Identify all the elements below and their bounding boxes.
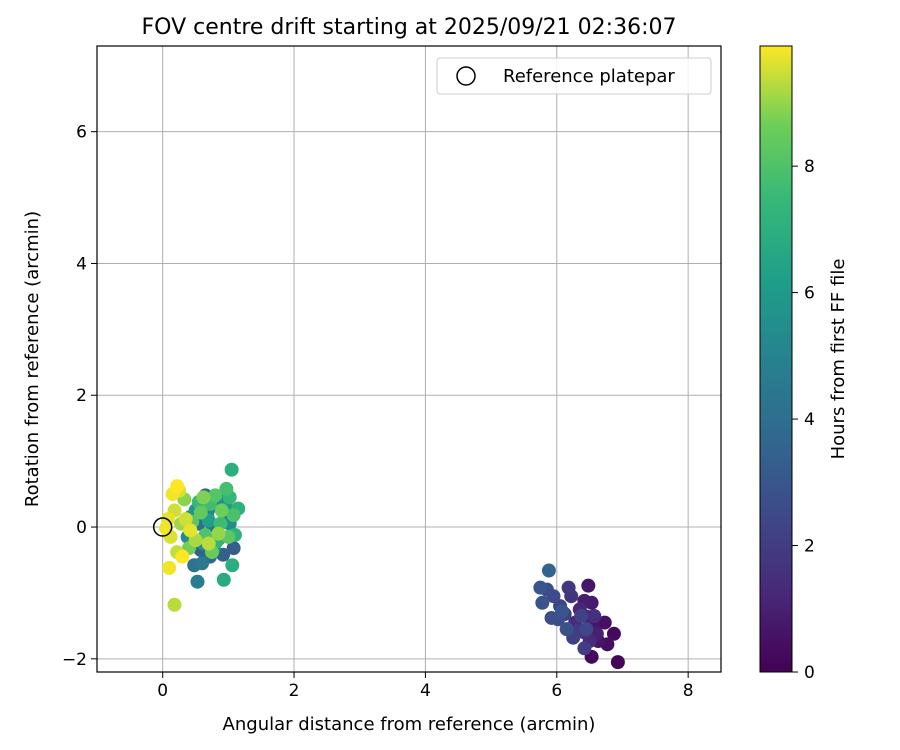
colorbar-tick-label: 0 — [804, 663, 815, 683]
data-point — [606, 626, 621, 641]
colorbar-label: Hours from first FF file — [828, 259, 849, 460]
data-point — [162, 560, 177, 575]
data-point — [581, 578, 596, 593]
legend-marker-icon — [456, 66, 476, 86]
chart-title: FOV centre drift starting at 2025/09/21 … — [142, 15, 677, 40]
x-tick-label: 6 — [551, 681, 562, 701]
y-tick-label: −2 — [62, 650, 87, 670]
data-point — [597, 615, 612, 630]
data-point — [544, 610, 559, 625]
y-tick-label: 6 — [76, 123, 87, 143]
data-point — [178, 512, 193, 527]
data-point — [211, 526, 226, 541]
data-point — [167, 597, 182, 612]
data-point — [190, 574, 205, 589]
data-point — [535, 595, 550, 610]
colorbar-tick-label: 6 — [804, 284, 815, 304]
y-axis-label: Rotation from reference (arcmin) — [22, 211, 43, 507]
data-point — [561, 580, 576, 595]
legend-box — [436, 57, 712, 95]
data-point — [226, 541, 241, 556]
data-point — [224, 462, 239, 477]
data-point — [183, 523, 198, 538]
colorbar-ticks: 0 2 4 6 8 — [792, 157, 815, 683]
reference-platepar-marker — [152, 517, 173, 537]
data-point — [225, 558, 240, 573]
legend-entry-reference-platepar: Reference platepar — [503, 66, 675, 87]
data-point — [226, 508, 241, 523]
data-points — [152, 462, 625, 670]
data-point — [587, 608, 602, 623]
data-point — [577, 641, 592, 656]
legend: Reference platepar — [436, 57, 712, 95]
data-point — [208, 488, 223, 503]
x-axis-label: Angular distance from reference (arcmin) — [223, 714, 596, 735]
data-point — [196, 490, 211, 505]
data-point — [193, 505, 208, 520]
x-tick-label: 4 — [420, 681, 431, 701]
x-tick-label: 2 — [289, 681, 300, 701]
data-point — [201, 536, 216, 551]
colorbar-gradient — [759, 45, 793, 673]
grid — [97, 46, 721, 672]
data-point — [214, 503, 229, 518]
data-point — [574, 608, 589, 623]
x-tick-label: 0 — [157, 681, 168, 701]
data-point — [541, 563, 556, 578]
y-tick-label: 0 — [76, 518, 87, 538]
data-point — [216, 572, 231, 587]
data-point — [533, 580, 548, 595]
y-tick-label: 2 — [76, 386, 87, 406]
data-point — [579, 622, 594, 637]
plot-frame — [96, 45, 722, 673]
colorbar-tick-label: 2 — [804, 537, 815, 557]
data-point — [175, 549, 190, 564]
data-point — [195, 556, 210, 571]
data-point — [559, 622, 574, 637]
colorbar: 0 2 4 6 8 Hours from first FF file — [759, 45, 849, 683]
colorbar-tick-label: 8 — [804, 157, 815, 177]
y-tick-label: 4 — [76, 254, 87, 274]
data-point — [555, 604, 570, 619]
axis-ticks: 0 2 4 6 8 −2 0 2 4 6 — [62, 123, 694, 701]
data-point — [170, 479, 185, 494]
data-point — [610, 655, 625, 670]
x-tick-label: 8 — [683, 681, 694, 701]
colorbar-tick-label: 4 — [804, 410, 815, 430]
data-point — [219, 481, 234, 496]
